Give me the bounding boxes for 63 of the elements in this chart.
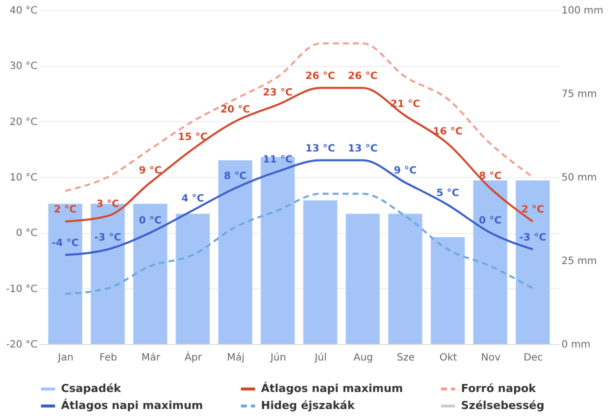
- y2-tick-label: 0 mm: [562, 340, 591, 350]
- bar: [388, 214, 422, 344]
- legend-label: Csapadék: [61, 382, 122, 395]
- data-label: -3 °C: [94, 232, 122, 244]
- bar: [516, 180, 550, 344]
- y2-tick-label: 75 mm: [562, 89, 597, 100]
- bar: [218, 160, 252, 344]
- data-label: 26 °C: [348, 70, 378, 82]
- data-label: 2 °C: [54, 204, 77, 216]
- x-tick-label: Nov: [480, 352, 501, 364]
- line-series: [64, 86, 534, 223]
- data-label: 2 °C: [521, 204, 544, 216]
- x-tick-label: Máj: [226, 352, 245, 364]
- y-tick-label: -20 °C: [6, 340, 38, 350]
- data-label: 0 °C: [478, 216, 502, 227]
- x-tick-label: Már: [141, 352, 162, 364]
- legend-label: Szélsebesség: [461, 399, 544, 412]
- legend-label: Hideg éjszakák: [261, 399, 356, 412]
- y2-tick-label: 50 mm: [562, 172, 597, 184]
- y-tick-label: 10 °C: [10, 172, 38, 184]
- bar: [48, 204, 82, 344]
- x-tick-label: Júl: [314, 352, 327, 364]
- bar: [430, 237, 465, 344]
- data-label: 11 °C: [262, 154, 293, 166]
- bar: [303, 200, 338, 344]
- data-label: 26 °C: [305, 70, 336, 82]
- bar: [346, 214, 380, 344]
- y2-tick-label: 100 mm: [562, 6, 604, 16]
- x-tick-label: Aug: [353, 352, 374, 364]
- data-label: 3 °C: [96, 198, 120, 210]
- bar: [260, 156, 295, 344]
- data-label: 4 °C: [181, 193, 204, 204]
- x-tick-label: Okt: [439, 352, 458, 364]
- y-tick-label: 40 °C: [10, 6, 38, 16]
- y2-tick-label: 25 mm: [562, 256, 597, 267]
- data-label: 8 °C: [224, 171, 247, 182]
- bar: [176, 214, 210, 344]
- data-label: 5 °C: [436, 188, 460, 199]
- x-tick-label: Feb: [99, 352, 118, 364]
- y-tick-label: 0 °C: [16, 228, 38, 240]
- x-tick-label: Ápr: [184, 350, 203, 364]
- data-label: 9 °C: [138, 166, 162, 177]
- data-label: -3 °C: [519, 232, 546, 244]
- legend-label: Átlagos napi maximum: [61, 398, 204, 412]
- x-tick-label: Jan: [57, 352, 74, 364]
- data-label: 20 °C: [220, 104, 250, 116]
- y-tick-label: -10 °C: [6, 284, 38, 295]
- y-tick-label: 30 °C: [10, 61, 38, 72]
- data-label: 13 °C: [348, 143, 378, 154]
- data-label: 23 °C: [262, 88, 293, 99]
- legend-label: Forró napok: [461, 382, 537, 395]
- data-label: 16 °C: [432, 126, 463, 138]
- data-label: 9 °C: [394, 166, 417, 177]
- bar: [133, 204, 168, 344]
- x-tick-label: Jún: [269, 352, 286, 364]
- data-label: 13 °C: [305, 143, 336, 154]
- y-tick-label: 20 °C: [10, 116, 38, 128]
- data-label: 0 °C: [138, 216, 162, 227]
- data-label: -4 °C: [52, 238, 79, 249]
- bar: [473, 180, 508, 344]
- x-tick-label: Dec: [524, 352, 543, 364]
- legend-label: Átlagos napi maximum: [261, 381, 404, 395]
- x-tick-label: Sze: [396, 352, 415, 364]
